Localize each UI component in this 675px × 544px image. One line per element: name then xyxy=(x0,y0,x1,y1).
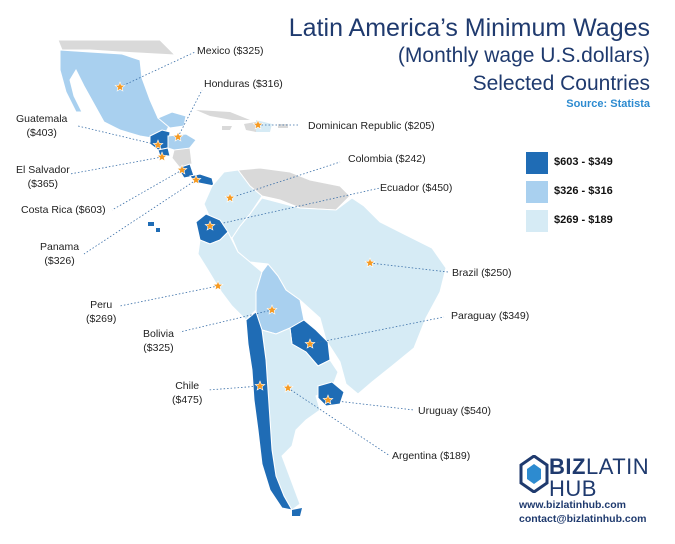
marker-paraguay-icon xyxy=(304,338,316,349)
marker-panama-icon xyxy=(190,174,202,185)
legend-swatch-dark xyxy=(526,152,548,174)
country-mexico xyxy=(59,49,171,139)
logo-text-top: BIZLATIN xyxy=(549,454,649,480)
label-mexico: Mexico ($325) xyxy=(197,45,264,57)
label-ecuador: Ecuador ($450) xyxy=(380,182,453,194)
marker-honduras-icon xyxy=(172,131,184,142)
label-argentina: Argentina ($189) xyxy=(392,450,471,462)
label-honduras: Honduras ($316) xyxy=(204,78,283,90)
marker-bolivia-icon xyxy=(266,304,278,315)
marker-peru-icon xyxy=(212,280,224,291)
map-subtitle: (Monthly wage U.S.dollars) xyxy=(397,44,650,67)
country-chile xyxy=(245,311,293,511)
leader-lines xyxy=(69,51,449,457)
label-brazil: Brazil ($250) xyxy=(452,267,512,279)
label-el-salvador-name: El Salvador xyxy=(16,164,70,176)
marker-ecuador-icon xyxy=(204,220,216,231)
label-colombia: Colombia ($242) xyxy=(348,153,426,165)
legend-swatch-medium xyxy=(526,181,548,203)
marker-colombia-icon xyxy=(224,192,236,203)
legend-label: $603 - $349 xyxy=(554,156,613,168)
legend-label: $326 - $316 xyxy=(554,185,613,197)
marker-chile-icon xyxy=(254,380,266,391)
label-guatemala-name: Guatemala xyxy=(16,113,68,125)
map-title: Latin America’s Minimum Wages xyxy=(288,14,650,42)
galapagos-islands xyxy=(148,222,160,232)
label-chile: Chile ($475) xyxy=(172,379,202,407)
marker-dominican-republic-icon xyxy=(252,119,264,130)
label-uruguay: Uruguay ($540) xyxy=(418,405,491,417)
label-chile-name: Chile xyxy=(175,380,200,392)
marker-guatemala-icon xyxy=(152,139,164,150)
island-hispaniola xyxy=(244,122,256,132)
label-panama: Panama ($326) xyxy=(40,240,79,268)
label-bolivia: Bolivia ($325) xyxy=(143,327,174,355)
logo-word-hub: HUB xyxy=(549,476,597,501)
label-el-salvador: El Salvador ($365) xyxy=(16,163,70,191)
legend-swatch-light xyxy=(526,210,548,232)
tierra-del-fuego xyxy=(292,508,302,516)
legend-item-light: $269 - $189 xyxy=(526,210,641,232)
legend-item-medium: $326 - $316 xyxy=(526,181,641,203)
source-note: Source: Statista xyxy=(566,98,650,110)
country-el-salvador xyxy=(157,147,171,157)
country-uruguay xyxy=(317,381,345,407)
label-bolivia-name: Bolivia xyxy=(143,328,174,340)
label-costa-rica: Costa Rica ($603) xyxy=(21,204,106,216)
yucatan-region xyxy=(157,111,187,129)
legend-item-dark: $603 - $349 xyxy=(526,152,641,174)
label-peru-wage: ($269) xyxy=(86,313,117,325)
marker-costa-rica-icon xyxy=(176,164,188,175)
label-chile-wage: ($475) xyxy=(172,394,203,406)
label-peru: Peru ($269) xyxy=(86,298,116,326)
label-bolivia-wage: ($325) xyxy=(143,342,174,354)
marker-brazil-icon xyxy=(364,257,376,268)
label-panama-wage: ($326) xyxy=(44,255,75,267)
label-panama-name: Panama xyxy=(40,241,80,253)
label-guatemala: Guatemala ($403) xyxy=(16,112,67,140)
marker-argentina-icon xyxy=(282,382,294,393)
logo-word-latin: LATIN xyxy=(585,454,650,479)
bizlatinhub-logo: BIZLATIN HUB xyxy=(519,451,659,501)
label-el-salvador-wage: ($365) xyxy=(27,178,59,190)
marker-el-salvador-icon xyxy=(156,151,168,162)
marker-uruguay-icon xyxy=(322,394,334,405)
city-markers xyxy=(114,81,376,405)
marker-mexico-icon xyxy=(114,81,126,92)
logo-word-biz: BIZ xyxy=(549,454,586,479)
contact-email[interactable]: contact@bizlatinhub.com xyxy=(519,513,647,525)
island-jamaica xyxy=(222,126,232,130)
island-cuba xyxy=(196,110,250,120)
legend-label: $269 - $189 xyxy=(554,214,613,226)
label-dominican-republic: Dominican Republic ($205) xyxy=(308,120,435,132)
website-link[interactable]: www.bizlatinhub.com xyxy=(519,499,626,511)
logo-mark-icon xyxy=(519,455,549,493)
label-paraguay: Paraguay ($349) xyxy=(451,310,530,322)
map-subtitle-2: Selected Countries xyxy=(472,72,650,95)
label-peru-name: Peru xyxy=(90,299,113,311)
label-guatemala-wage: ($403) xyxy=(26,127,57,139)
